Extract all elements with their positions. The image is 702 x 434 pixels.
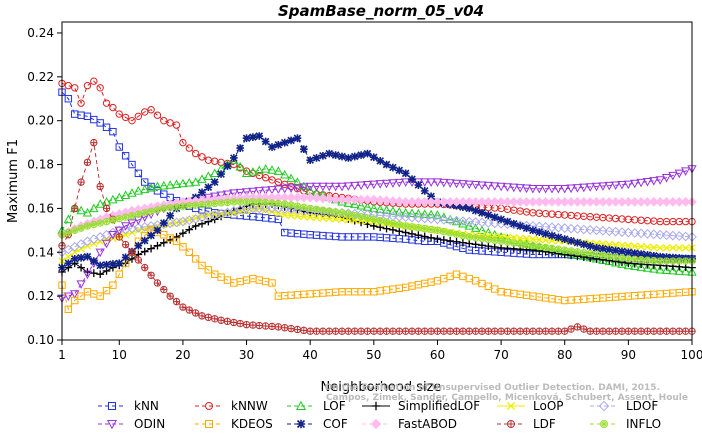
legend-item-knn: kNN [98, 399, 159, 413]
y-tick-label: 0.24 [27, 26, 54, 40]
legend-marker [205, 420, 213, 428]
x-axis-label: Neighborhood size [321, 380, 442, 395]
x-tick-label: 100 [681, 348, 702, 362]
legend-label: INFLO [626, 417, 661, 431]
series-inflo [58, 198, 696, 265]
x-tick-label: 10 [112, 348, 127, 362]
series-ldf [58, 138, 696, 335]
series-odin [57, 165, 697, 304]
legend-label: kNN [134, 399, 159, 413]
x-tick-label: 1 [58, 348, 66, 362]
y-tick-label: 0.20 [27, 114, 54, 128]
legend-item-inflo: INFLO [590, 417, 661, 431]
series-markers [58, 198, 696, 265]
y-tick-label: 0.12 [27, 289, 54, 303]
x-tick-label: 80 [557, 348, 572, 362]
x-tick-label: 40 [303, 348, 318, 362]
legend-label: LoOP [533, 399, 564, 413]
series-markers [57, 155, 697, 276]
y-tick-label: 0.14 [27, 245, 54, 259]
credit-line-2: On the Evaluation of Unsupervised Outlie… [325, 383, 660, 393]
legend-label: kNNW [231, 399, 268, 413]
series-layer [57, 77, 697, 335]
legend-item-simplifiedlof: SimplifiedLOF [362, 399, 480, 413]
legend-marker [600, 420, 608, 428]
legend-label: ODIN [134, 417, 165, 431]
chart-title: SpamBase_norm_05_v04 [278, 2, 484, 20]
legend-label: SimplifiedLOF [398, 399, 480, 413]
legend-marker [598, 400, 610, 412]
y-tick-label: 0.16 [27, 201, 54, 215]
legend-label: LOF [323, 399, 346, 413]
series-markers [57, 192, 697, 240]
legend-item-cof: COF [287, 417, 348, 431]
legend-marker [205, 402, 213, 410]
series-markers [57, 165, 697, 304]
legend-label: COF [323, 417, 348, 431]
legend-item-odin: ODIN [98, 417, 165, 431]
series-line [61, 135, 693, 269]
series-fastabod [57, 192, 697, 240]
legend-marker [371, 401, 381, 411]
legend-marker [108, 402, 116, 410]
legend-label: FastABOD [398, 417, 457, 431]
x-tick-label: 50 [366, 348, 381, 362]
legend-label: LDOF [626, 399, 658, 413]
series-line [61, 168, 693, 299]
legend-item-ldf: LDF [497, 417, 556, 431]
legend-item-lof: LOF [287, 399, 346, 413]
legend-marker [370, 418, 382, 430]
legend-label: LDF [533, 417, 556, 431]
y-tick-label: 0.22 [27, 70, 54, 84]
legend-marker [507, 420, 515, 428]
y-tick-label: 0.18 [27, 158, 54, 172]
legend-item-ldof: LDOF [590, 399, 658, 413]
x-tick-label: 70 [493, 348, 508, 362]
legend-item-loop: LoOP [497, 399, 564, 413]
legend-item-knnw: kNNW [195, 399, 268, 413]
series-markers [58, 138, 696, 335]
legend-marker [296, 419, 306, 429]
x-tick-label: 60 [430, 348, 445, 362]
y-tick-label: 0.10 [27, 333, 54, 347]
legend-item-fastabod: FastABOD [362, 417, 457, 431]
y-axis-label: Maximum F1 [6, 139, 21, 223]
legend-marker [507, 402, 515, 410]
legend: kNN kNNW LOF SimplifiedLOF LoOP LDOF ODIN KDEOS… [98, 399, 661, 431]
x-tick-label: 90 [621, 348, 636, 362]
legend-marker [106, 420, 118, 430]
legend-marker [295, 400, 307, 410]
x-tick-label: 20 [175, 348, 190, 362]
legend-item-kdeos: KDEOS [195, 417, 273, 431]
legend-label: KDEOS [231, 417, 273, 431]
axes-layer: 1 10 20 30 40 50 60 70 80 90 100 0.10 0.12 0.14 0.16 0.… [27, 26, 702, 362]
credit-line-1: Campos, Zimek, Sander, Campello, Micenko… [326, 393, 688, 403]
plot-frame [61, 21, 693, 341]
x-tick-label: 30 [239, 348, 254, 362]
